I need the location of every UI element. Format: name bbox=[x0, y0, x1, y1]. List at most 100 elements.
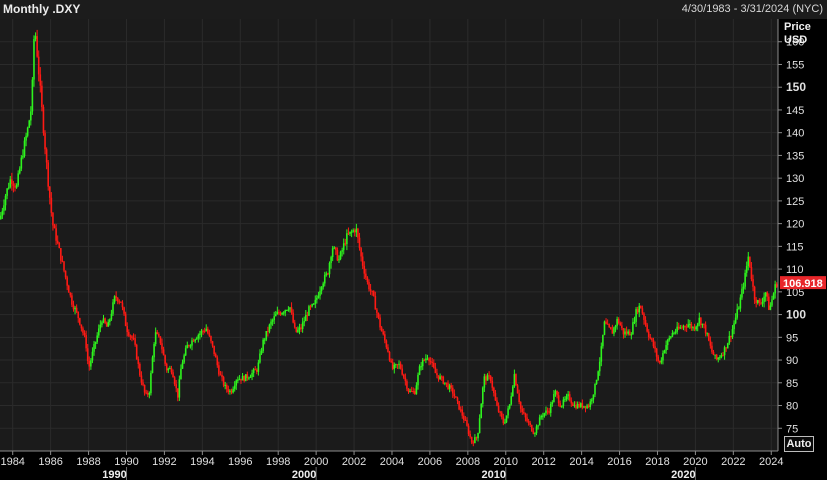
candle-body bbox=[712, 351, 715, 356]
auto-scale-button[interactable]: Auto bbox=[784, 436, 814, 452]
candle-body bbox=[633, 321, 636, 323]
candle-body bbox=[726, 343, 729, 349]
candle-body bbox=[292, 312, 294, 323]
candle-body bbox=[91, 351, 94, 361]
candle-body bbox=[132, 338, 135, 340]
candle-body bbox=[366, 277, 369, 283]
chart-title: Monthly .DXY bbox=[3, 2, 81, 16]
candle-body bbox=[169, 368, 171, 370]
candle-body bbox=[502, 417, 505, 424]
candle-body bbox=[677, 326, 680, 329]
y-tick-label: 75 bbox=[786, 423, 798, 435]
candle-body bbox=[123, 307, 125, 314]
candle-body bbox=[244, 374, 247, 382]
candle-body bbox=[657, 356, 660, 361]
candle-body bbox=[286, 310, 288, 312]
candle-body bbox=[377, 312, 380, 318]
candle-body bbox=[644, 319, 647, 325]
candle-body bbox=[262, 339, 264, 352]
candle-body bbox=[260, 351, 263, 354]
candle-body bbox=[488, 375, 490, 377]
candle-body bbox=[432, 362, 435, 368]
candle-body bbox=[385, 340, 388, 348]
candle-body bbox=[497, 405, 500, 412]
candle-body bbox=[249, 376, 252, 378]
candle-body bbox=[707, 333, 710, 341]
candle-body bbox=[521, 408, 524, 413]
candle-body bbox=[224, 384, 226, 386]
candle-body bbox=[23, 140, 26, 156]
candle-body bbox=[109, 319, 111, 322]
candle-body bbox=[186, 345, 189, 349]
candle-body bbox=[276, 311, 279, 315]
candle-body bbox=[99, 324, 102, 329]
candle-body bbox=[551, 402, 554, 405]
candle-body bbox=[75, 307, 78, 312]
x-tick-label: 2024 bbox=[759, 456, 783, 468]
candle-body bbox=[221, 374, 223, 378]
candle-body bbox=[31, 79, 34, 112]
candle-body bbox=[317, 295, 320, 298]
candle-body bbox=[414, 391, 416, 395]
x-tick-label: 1996 bbox=[228, 456, 252, 468]
candle-body bbox=[546, 410, 549, 412]
candle-body bbox=[164, 355, 166, 364]
y-tick-label: 110 bbox=[786, 264, 804, 276]
candle-body bbox=[491, 380, 494, 388]
x-tick-label: 1990 bbox=[114, 456, 138, 468]
candle-body bbox=[426, 358, 429, 360]
candle-body bbox=[126, 326, 129, 333]
candle-body bbox=[649, 337, 652, 339]
candle-body bbox=[628, 331, 631, 336]
candle-body bbox=[52, 212, 54, 226]
candle-body bbox=[600, 346, 603, 362]
candle-body bbox=[681, 327, 683, 329]
candle-body bbox=[704, 324, 707, 334]
candle-body bbox=[97, 328, 100, 336]
candle-body bbox=[584, 406, 587, 409]
candle-body bbox=[440, 376, 443, 378]
candle-body bbox=[178, 379, 181, 398]
candle-body bbox=[706, 333, 708, 335]
last-price-background bbox=[780, 276, 826, 290]
candle-body bbox=[88, 360, 91, 367]
candle-body bbox=[323, 274, 326, 284]
candle-body bbox=[330, 257, 332, 263]
candle-body bbox=[472, 442, 475, 444]
y-tick-label: 90 bbox=[786, 355, 798, 367]
candle-body bbox=[335, 247, 337, 250]
candle-body bbox=[409, 390, 411, 392]
candle-body bbox=[104, 318, 106, 324]
candle-body bbox=[145, 392, 147, 394]
candle-body bbox=[404, 377, 407, 382]
candle-body bbox=[617, 318, 620, 323]
last-price-tag: 106.918 bbox=[780, 276, 826, 290]
candle-body bbox=[90, 360, 92, 367]
candle-body bbox=[175, 384, 178, 389]
candle-body bbox=[183, 355, 185, 363]
candle-body bbox=[173, 377, 176, 385]
candle-body bbox=[586, 405, 588, 409]
candle-body bbox=[496, 400, 498, 406]
candle-body bbox=[737, 308, 740, 310]
candle-body bbox=[734, 317, 737, 324]
candle-body bbox=[469, 433, 471, 437]
candle-body bbox=[79, 318, 81, 325]
candle-body bbox=[333, 247, 336, 249]
candle-body bbox=[598, 361, 601, 372]
y-tick-label: 130 bbox=[786, 173, 804, 185]
candle-body bbox=[77, 311, 80, 319]
candle-body bbox=[342, 243, 345, 251]
candle-body bbox=[456, 397, 459, 401]
candle-body bbox=[69, 292, 72, 296]
candle-body bbox=[376, 309, 378, 313]
candle-body bbox=[516, 385, 519, 394]
y-tick-label: 120 bbox=[786, 219, 804, 231]
candle-body bbox=[731, 329, 734, 338]
candle-body bbox=[284, 310, 287, 313]
candle-body bbox=[458, 400, 460, 410]
candle-body bbox=[622, 328, 625, 335]
candle-body bbox=[33, 39, 35, 80]
candle-body bbox=[11, 179, 13, 184]
candle-body bbox=[519, 402, 522, 409]
